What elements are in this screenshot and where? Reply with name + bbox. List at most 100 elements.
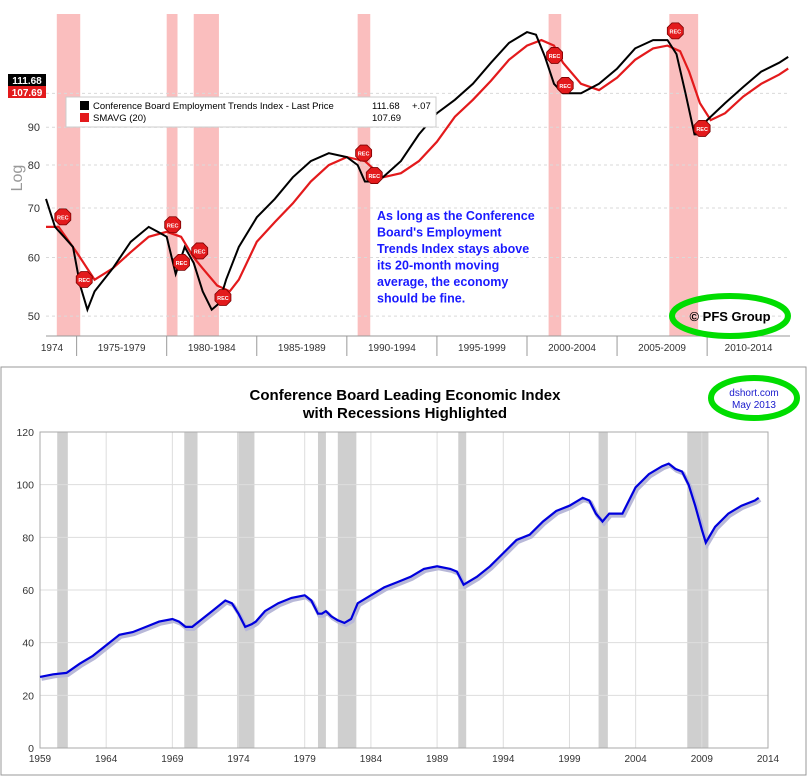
top-period-dividers (76, 336, 708, 356)
bottom-x-tick-label: 1969 (161, 754, 184, 765)
bottom-x-tick-label: 2004 (625, 754, 648, 765)
top-y-ticks: 5060708090100 (22, 88, 40, 323)
top-recession-band-4 (548, 14, 562, 336)
rec-marker-label: REC (217, 296, 229, 302)
pfs-watermark: © PFS Group (669, 293, 791, 339)
rec-marker-shape (693, 120, 711, 137)
rec-marker-icon: REC (365, 167, 383, 184)
leading-economic-index-chart: Conference Board Leading Economic Index … (0, 366, 807, 776)
bottom-y-tick-label: 20 (22, 690, 34, 702)
annotation-line: should be fine. (377, 292, 465, 306)
top-recession-band-5 (669, 14, 699, 336)
top-y-tick-label: 60 (28, 253, 40, 265)
rec-marker-shape (556, 77, 574, 94)
bottom-chart-subtitle: with Recessions Highlighted (302, 405, 507, 422)
watermark-highlight-circle (669, 293, 791, 339)
top-recession-band-1 (166, 14, 178, 336)
source-highlight-circle (708, 375, 800, 421)
rec-marker-shape (546, 47, 564, 64)
rec-marker-icon: REC (214, 289, 232, 306)
bottom-lei-line (39, 462, 760, 678)
legend-change-index: +.07 (412, 101, 431, 112)
top-rec-markers: REC REC REC REC REC REC REC REC REC REC REC REC (54, 22, 711, 306)
source-badge: dshort.com May 2013 (708, 375, 800, 421)
bottom-y-tick-label: 120 (16, 427, 34, 439)
legend-swatch-smavg (80, 113, 89, 122)
top-y-tick-label: 70 (28, 203, 40, 215)
last-value-badges: 111.68 107.69 (8, 74, 46, 99)
bottom-x-tick-label: 1959 (29, 754, 52, 765)
bottom-plot-border (39, 431, 769, 749)
rec-marker-label: REC (549, 54, 561, 60)
top-x-period-label: 2005-2009 (638, 343, 686, 354)
bottom-x-tick-label: 1964 (95, 754, 118, 765)
rec-marker-icon: REC (666, 22, 684, 40)
top-x-period-label: 1985-1989 (278, 343, 326, 354)
bottom-x-tick-label: 1974 (227, 754, 250, 765)
top-y-tick-label: 90 (28, 122, 40, 134)
bottom-x-tick-label: 1979 (294, 754, 317, 765)
top-x-period-label: 1975-1979 (98, 343, 146, 354)
top-x-period-label: 1974 (41, 343, 64, 354)
bottom-y-tick-label: 60 (22, 585, 34, 597)
employment-trends-chart: REC REC REC REC REC REC REC REC REC REC REC REC 50 6… (8, 14, 791, 356)
rec-marker-shape (214, 289, 232, 306)
bottom-grid (39, 431, 769, 749)
bottom-lei-line-shadow (41, 463, 762, 681)
top-x-period-label: 1990-1994 (368, 343, 416, 354)
rec-marker-label: REC (194, 249, 206, 255)
bottom-x-tick-label: 2009 (691, 754, 714, 765)
rec-marker-icon: REC (191, 242, 209, 260)
top-recession-band-2 (193, 14, 219, 336)
bottom-x-tick-label: 1999 (558, 754, 581, 765)
bottom-y-ticks: 0 20 40 60 80 100 120 (16, 427, 34, 755)
top-x-period-label: 2010-2014 (725, 343, 773, 354)
rec-marker-label: REC (57, 215, 69, 221)
top-y-axis-label: Log (9, 165, 26, 192)
rec-marker-icon: REC (693, 120, 711, 137)
annotation-line: Trends Index stays above (377, 242, 529, 256)
rec-marker-icon: REC (556, 77, 574, 94)
bottom-y-tick-label: 80 (22, 532, 34, 544)
annotation-line: Board's Employment (377, 226, 502, 240)
rec-marker-shape (365, 167, 383, 184)
rec-marker-shape (173, 254, 190, 271)
rec-marker-icon: REC (54, 208, 72, 226)
annotation-line: average, the economy (377, 275, 508, 289)
top-x-period-labels: 1974 1975-1979 1980-1984 1985-1989 1990-1994… (41, 343, 773, 354)
source-date: May 2013 (732, 400, 776, 411)
rec-marker-label: REC (78, 278, 90, 284)
bottom-chart-title: Conference Board Leading Economic Index (250, 387, 562, 404)
rec-marker-label: REC (696, 127, 708, 133)
rec-marker-label: REC (358, 152, 370, 158)
legend-label-smavg: SMAVG (20) (93, 113, 146, 124)
legend-swatch-index (80, 101, 89, 110)
rec-marker-shape (355, 144, 373, 162)
rec-marker-icon: REC (75, 271, 93, 288)
annotation-line: As long as the Conference (377, 209, 535, 223)
smavg-badge-text: 107.69 (12, 88, 43, 99)
top-recession-bands (56, 14, 699, 336)
top-x-period-label: 2000-2004 (548, 343, 596, 354)
top-y-tick-label: 50 (28, 311, 40, 323)
rec-marker-label: REC (176, 261, 188, 267)
legend-label-index: Conference Board Employment Trends Index… (93, 101, 334, 112)
top-legend: Conference Board Employment Trends Index… (65, 96, 437, 128)
top-x-period-label: 1980-1984 (188, 343, 236, 354)
top-recession-band-3 (357, 14, 371, 336)
top-recession-band-0 (56, 14, 81, 336)
rec-marker-label: REC (368, 174, 380, 180)
legend-box (65, 96, 437, 128)
rec-marker-label: REC (669, 29, 681, 35)
legend-value-smavg: 107.69 (372, 113, 401, 124)
rec-marker-shape (191, 242, 209, 260)
rec-marker-icon: REC (546, 47, 564, 64)
bottom-y-tick-label: 40 (22, 638, 34, 650)
rec-marker-label: REC (559, 84, 571, 90)
watermark-text: © PFS Group (689, 309, 770, 324)
last-price-badge (8, 74, 46, 86)
smavg-badge (8, 86, 46, 98)
source-site: dshort.com (729, 388, 778, 399)
top-y-tick-label: 80 (28, 160, 40, 172)
bottom-x-ticks: 1959 1964 1969 1974 1979 1984 1989 1994 1999 2004… (29, 754, 780, 765)
